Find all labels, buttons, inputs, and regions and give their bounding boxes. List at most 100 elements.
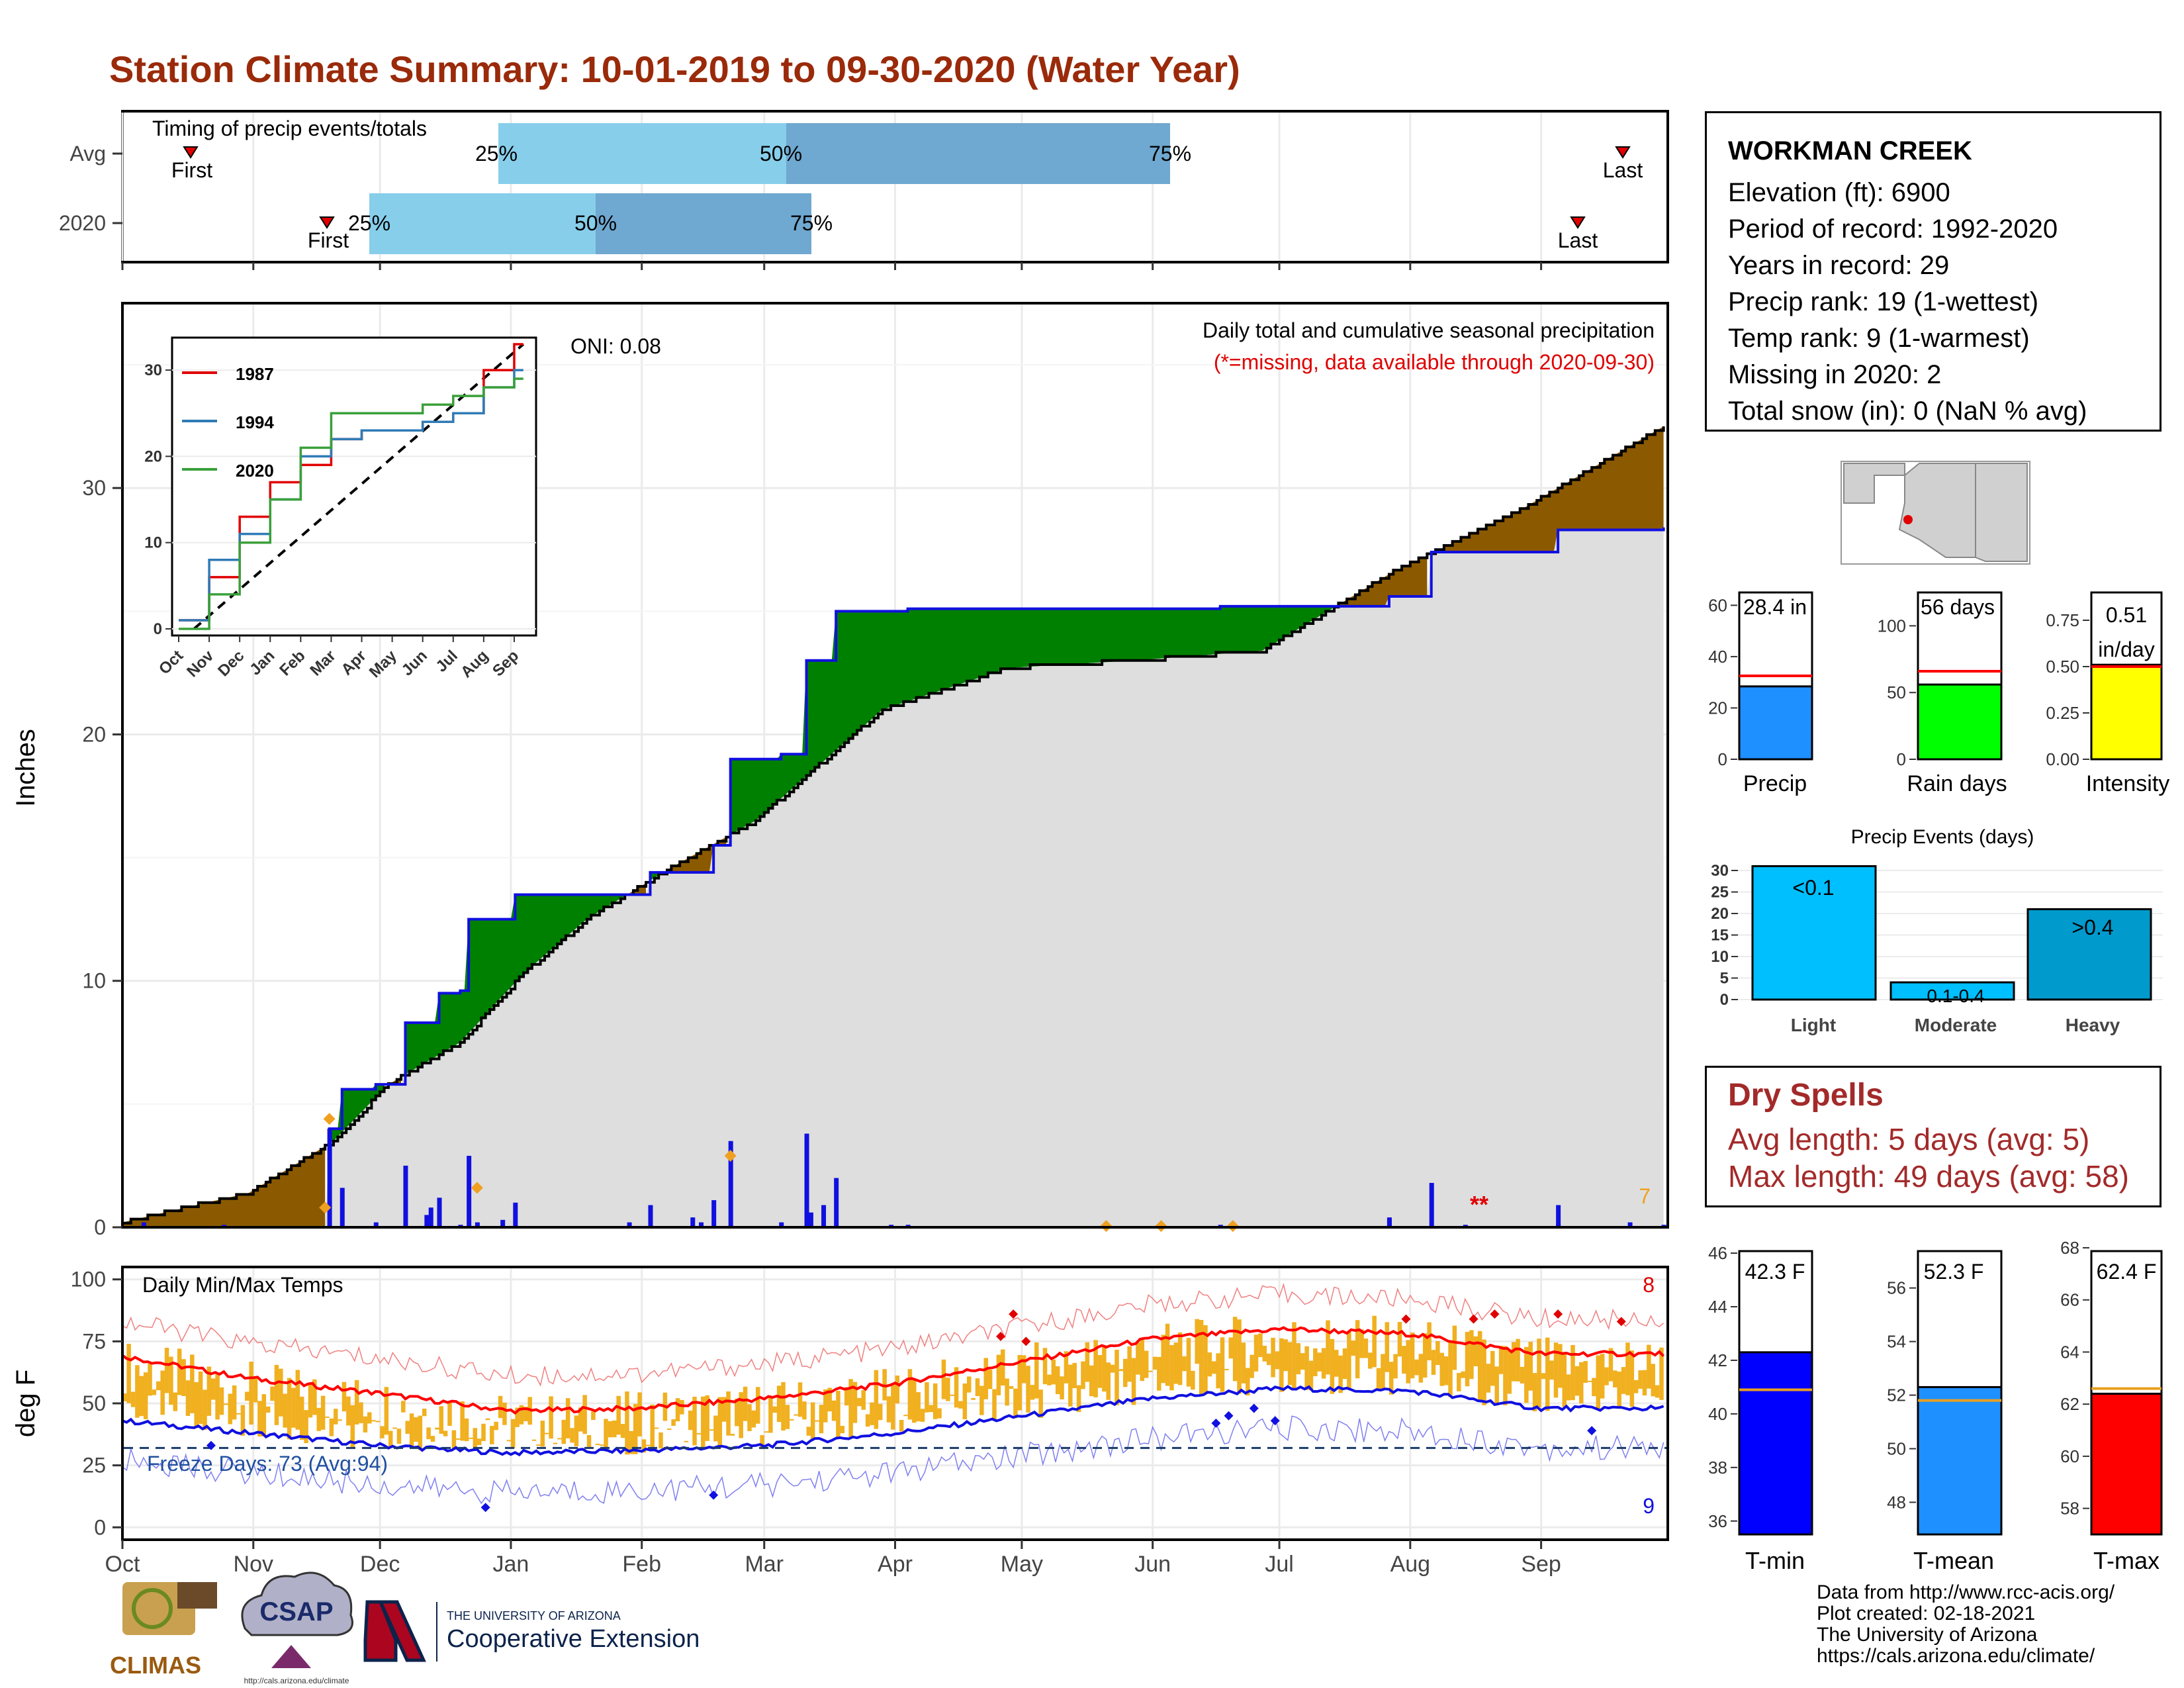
timing-avg-p25: 25%	[475, 142, 518, 165]
month-tick-label: Jul	[1265, 1552, 1293, 1577]
daily-temp-bar	[1566, 1374, 1571, 1401]
daily-temp-bar	[958, 1401, 963, 1409]
dry-spells-avg: Avg length: 5 days (avg: 5)	[1728, 1122, 2090, 1156]
daily-temp-bar	[1381, 1354, 1385, 1389]
daily-temp-bar	[1355, 1320, 1360, 1379]
daily-temp-bar	[1592, 1378, 1596, 1397]
temperature-bar-panels: 36 38 40 42 44 46 48 50 52 54 56 58 60 62 64 66 68	[1708, 1238, 2163, 1536]
daily-temp-bar	[637, 1392, 642, 1436]
daily-temp-bar	[1435, 1340, 1440, 1366]
daily-temp-bar	[1068, 1364, 1073, 1407]
daily-temp-bar	[469, 1437, 473, 1439]
daily-temp-bar	[1296, 1343, 1301, 1375]
daily-temp-bar	[1338, 1355, 1343, 1393]
summary-bar-tick-label: 60	[1708, 595, 1727, 615]
tmean-bar-value: 52.3 F	[1924, 1260, 1984, 1284]
temp-y-tick-label: 100	[71, 1268, 106, 1291]
daily-temp-bar	[1292, 1322, 1297, 1390]
daily-temp-bar	[177, 1348, 182, 1395]
daily-temp-bar	[1659, 1347, 1664, 1400]
precip-events-panel: 0 5 10 15 20 25 30	[1711, 862, 2163, 1009]
daily-temp-bar	[215, 1373, 220, 1420]
timing-avg-last-marker	[1615, 146, 1631, 159]
daily-temp-bar	[224, 1403, 228, 1405]
daily-precip-bar	[804, 1133, 809, 1227]
daily-temp-bar	[1051, 1359, 1056, 1385]
daily-temp-bar	[1583, 1360, 1588, 1383]
daily-temp-bar	[654, 1427, 659, 1429]
daily-temp-bar	[743, 1386, 748, 1421]
station-temp-rank: Temp rank: 9 (1-warmest)	[1728, 324, 2030, 353]
daily-precip-bar	[648, 1205, 653, 1227]
daily-temp-bar	[481, 1423, 486, 1441]
daily-temp-bar	[1266, 1353, 1271, 1366]
daily-temp-bar	[544, 1432, 549, 1434]
daily-temp-bar	[895, 1375, 899, 1404]
daily-temp-bar	[485, 1418, 490, 1421]
daily-temp-bar	[135, 1365, 140, 1418]
daily-temp-bar	[1140, 1340, 1145, 1382]
daily-temp-bar	[169, 1356, 173, 1405]
daily-precip-bar	[1429, 1182, 1434, 1227]
daily-temp-bar	[422, 1408, 427, 1417]
daily-temp-bar	[1169, 1345, 1174, 1391]
daily-temp-bar	[1173, 1342, 1179, 1384]
daily-temp-bar	[616, 1395, 621, 1435]
daily-temp-bar	[1393, 1354, 1398, 1379]
timing-2020-last-marker	[1570, 216, 1586, 229]
daily-temp-bar	[494, 1421, 498, 1430]
daily-temp-bar	[836, 1391, 841, 1438]
record-low-diamond	[1211, 1418, 1221, 1428]
daily-temp-bar	[675, 1398, 680, 1422]
daily-temp-bar	[1030, 1385, 1035, 1400]
daily-temp-bar	[903, 1415, 908, 1417]
events-cat-light: Light	[1791, 1015, 1836, 1035]
daily-temp-bar	[1042, 1348, 1048, 1385]
daily-temp-bar	[1241, 1342, 1246, 1383]
daily-temp-bar	[1457, 1373, 1461, 1391]
timing-avg-bar-25-50	[498, 123, 786, 184]
summary-bar-fill	[2090, 663, 2163, 761]
climas-logo-block	[177, 1582, 217, 1609]
daily-temp-bar	[785, 1405, 790, 1429]
record-low-diamond	[1224, 1411, 1234, 1421]
daily-temp-bar	[1439, 1352, 1444, 1386]
month-tick-label: Mar	[745, 1552, 784, 1577]
month-tick-label: Jun	[1134, 1552, 1171, 1577]
ua-line-2: Cooperative Extension	[447, 1625, 700, 1653]
daily-temp-bar	[1093, 1340, 1098, 1397]
daily-temp-bar	[819, 1405, 824, 1434]
daily-temp-bar	[857, 1397, 862, 1407]
daily-temp-bar	[1461, 1371, 1465, 1378]
page-title: Station Climate Summary: 10-01-2019 to 0…	[109, 48, 1240, 90]
daily-temp-bar	[1443, 1356, 1449, 1385]
credits-line-4: https://cals.arizona.edu/climate/	[1817, 1645, 2095, 1667]
daily-temp-bar	[578, 1407, 583, 1432]
daily-temp-bar	[933, 1383, 938, 1419]
timing-row-avg: Avg	[69, 142, 106, 165]
daily-temp-bar	[806, 1427, 811, 1436]
timing-panel: Timing of precip events/totals Avg 2020 …	[59, 110, 1669, 270]
daily-temp-bar	[1118, 1369, 1124, 1372]
freeze-days: Freeze Days: 73 (Avg:94)	[147, 1452, 388, 1476]
daily-temp-bar	[950, 1394, 954, 1396]
daily-temp-bar	[776, 1385, 782, 1423]
summary-bar-tick-label: 40	[1708, 647, 1727, 667]
record-high-diamond	[1469, 1314, 1479, 1324]
daily-temp-bar	[1385, 1322, 1390, 1372]
daily-temp-bar	[1524, 1346, 1529, 1403]
daily-precip-bar	[1387, 1219, 1392, 1227]
daily-temp-bar	[447, 1401, 452, 1426]
daily-temp-bar	[1283, 1339, 1288, 1372]
daily-temp-bar	[802, 1401, 807, 1420]
daily-temp-bar	[1228, 1337, 1234, 1359]
daily-temp-bar	[1427, 1322, 1432, 1360]
daily-temp-bar	[1347, 1331, 1351, 1389]
daily-temp-bar	[164, 1348, 169, 1393]
daily-temp-bar	[1596, 1355, 1601, 1409]
map-new-mexico	[1975, 463, 2028, 562]
daily-temp-bar	[831, 1400, 837, 1421]
daily-temp-bar	[426, 1427, 431, 1440]
daily-temp-bar	[739, 1392, 743, 1438]
